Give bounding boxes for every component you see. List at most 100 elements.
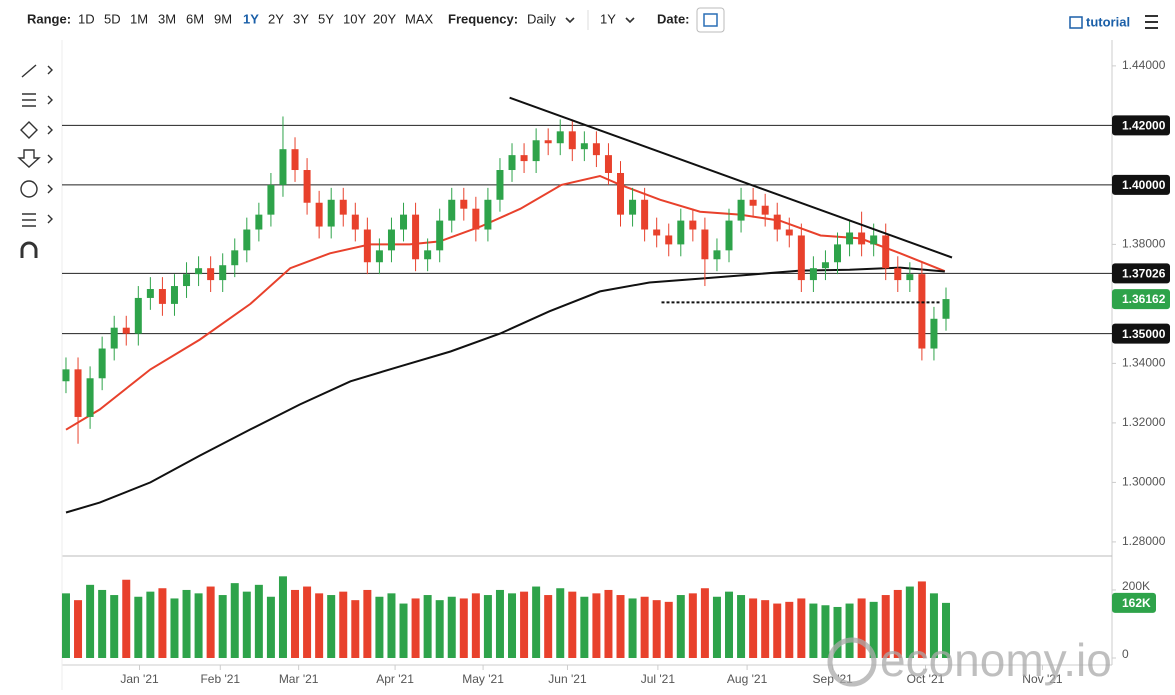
candle-body — [713, 250, 721, 260]
candle-body — [400, 214, 408, 230]
shape-tool[interactable] — [20, 121, 38, 139]
volume-bar — [471, 593, 480, 658]
candle-body — [809, 268, 817, 281]
volume-bar — [134, 596, 143, 658]
range-button[interactable]: 3Y — [293, 11, 309, 26]
volume-bar — [773, 603, 782, 658]
range-button[interactable]: 5Y — [318, 11, 334, 26]
tutorial-link[interactable]: tutorial — [1086, 14, 1130, 29]
volume-bar — [146, 591, 155, 658]
fib-tool[interactable] — [22, 93, 36, 107]
menu-icon[interactable] — [1145, 15, 1158, 29]
volume-bar — [508, 593, 517, 658]
range-button[interactable]: 5D — [104, 11, 121, 26]
range-button[interactable]: 1M — [130, 11, 148, 26]
volume-bar — [616, 595, 625, 658]
volume-bar — [628, 598, 637, 658]
volume-bar — [423, 595, 432, 658]
range-button[interactable]: 3M — [158, 11, 176, 26]
x-tick-label: Aug '21 — [727, 672, 768, 686]
candle-body — [255, 214, 263, 230]
volume-bar — [905, 586, 914, 658]
candle-body — [918, 274, 926, 349]
volume-bar — [821, 605, 830, 658]
count-tool[interactable] — [20, 180, 38, 198]
range-button[interactable]: 10Y — [343, 11, 366, 26]
frequency-select[interactable]: Daily — [527, 11, 556, 26]
volume-bar — [122, 579, 131, 658]
range-button[interactable]: 1D — [78, 11, 95, 26]
volume-bar — [182, 589, 191, 658]
last-volume-label: 162K — [1122, 596, 1151, 610]
period-select[interactable]: 1Y — [600, 11, 616, 26]
volume-bar — [809, 603, 818, 658]
volume-bar — [339, 591, 348, 658]
volume-bar — [98, 589, 107, 658]
y-tick-label: 1.28000 — [1122, 534, 1166, 548]
candle-body — [797, 235, 805, 281]
candle-body — [858, 232, 866, 245]
candle-body — [677, 220, 685, 245]
measure-tool[interactable] — [22, 213, 36, 227]
volume-bar — [929, 593, 938, 658]
candle-body — [520, 155, 528, 162]
candle-body — [773, 214, 781, 230]
level-label: 1.37026 — [1122, 267, 1166, 281]
volume-bar — [158, 588, 167, 658]
last-price-label: 1.36162 — [1122, 292, 1166, 306]
range-button[interactable]: 1Y — [243, 11, 259, 26]
range-button[interactable]: MAX — [405, 11, 434, 26]
volume-bar — [459, 598, 468, 658]
candle-body — [592, 143, 600, 156]
volume-bar — [604, 589, 613, 658]
tool-chevrons — [47, 65, 53, 224]
candle-body — [544, 140, 552, 144]
volume-bar — [568, 591, 577, 658]
volume-bar — [387, 593, 396, 658]
volume-bar — [315, 593, 324, 658]
date-button[interactable] — [696, 7, 725, 33]
volume-bar — [266, 596, 275, 658]
candle-body — [737, 199, 745, 221]
candle-body — [460, 199, 468, 209]
x-tick-label: May '21 — [462, 672, 504, 686]
volume-bar — [881, 595, 890, 658]
candle-body — [207, 268, 215, 281]
y-tick-label: 1.30000 — [1122, 475, 1166, 489]
candle-body — [219, 265, 227, 281]
candle-body — [472, 208, 480, 230]
level-label: 1.40000 — [1122, 178, 1166, 192]
candle-body — [291, 149, 299, 171]
x-tick-label: Jul '21 — [641, 672, 676, 686]
magnet-tool[interactable] — [20, 241, 38, 258]
volume-bar — [580, 596, 589, 658]
frequency-label: Frequency: — [448, 11, 518, 26]
volume-bar — [74, 600, 83, 658]
range-label: Range: — [27, 11, 71, 26]
candle-body — [412, 214, 420, 260]
line-tool[interactable] — [21, 64, 37, 78]
candle-body — [170, 286, 178, 304]
candle-body — [351, 214, 359, 230]
range-button[interactable]: 2Y — [268, 11, 284, 26]
volume-bar — [86, 584, 95, 658]
volume-bar — [206, 586, 215, 658]
candle-body — [315, 202, 323, 227]
candle-body — [74, 369, 82, 417]
candle-body — [363, 229, 371, 263]
volume-bar — [761, 600, 770, 658]
candle-body — [122, 327, 130, 334]
candle-body — [496, 170, 504, 200]
volume-bar — [110, 595, 119, 658]
range-button[interactable]: 9M — [214, 11, 232, 26]
candle-body — [183, 274, 191, 287]
level-badge — [1112, 174, 1170, 195]
volume-bar — [942, 602, 951, 658]
arrow-tool[interactable] — [17, 149, 41, 168]
candle-body — [62, 369, 70, 382]
x-tick-label: Mar '21 — [279, 672, 319, 686]
range-button[interactable]: 6M — [186, 11, 204, 26]
range-button[interactable]: 20Y — [373, 11, 396, 26]
level-badge — [1112, 263, 1170, 284]
